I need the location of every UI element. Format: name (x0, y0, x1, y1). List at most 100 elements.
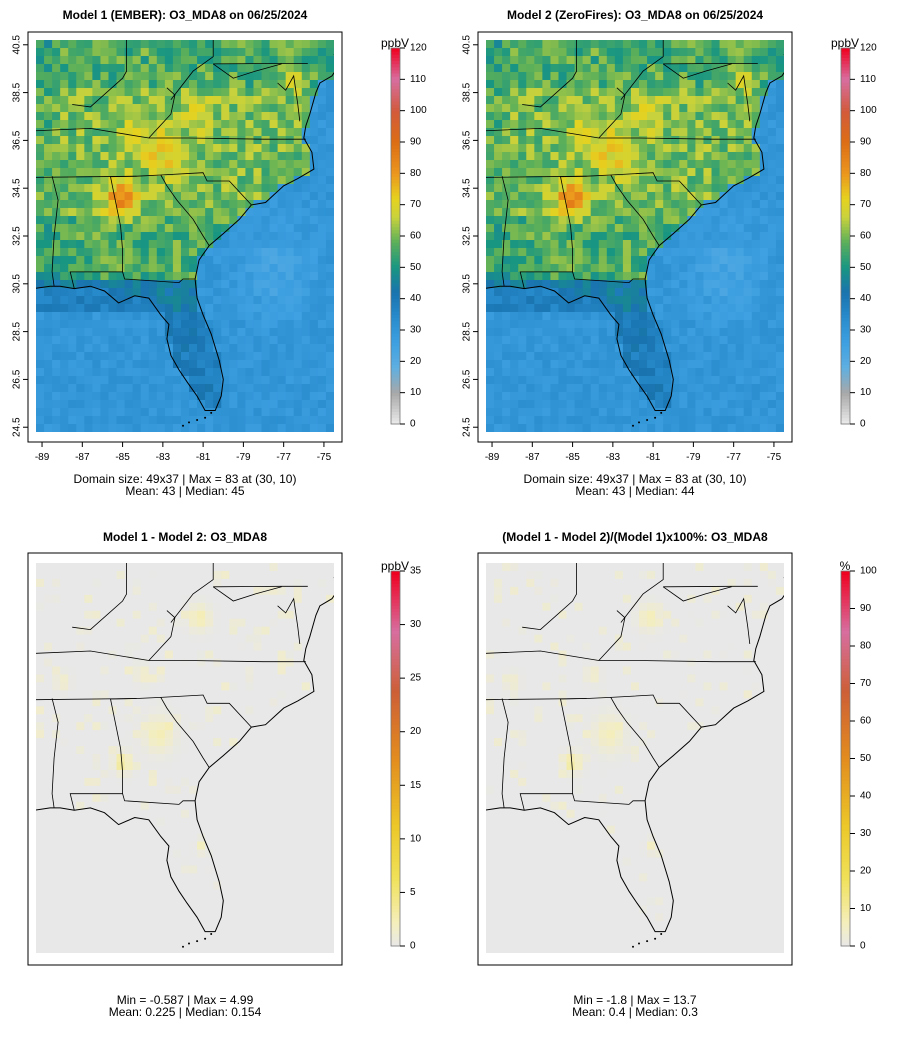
heatmap-cell (237, 192, 246, 201)
heatmap-cell (172, 352, 182, 361)
heatmap-cell (679, 152, 688, 161)
heatmap-cell (301, 280, 311, 289)
heatmap-cell (293, 216, 303, 225)
heatmap-cell (189, 642, 198, 652)
heatmap-cell (253, 328, 263, 337)
heatmap-cell (719, 216, 729, 225)
heatmap-cell (486, 352, 495, 361)
heatmap-cell (630, 312, 640, 321)
heatmap-cell (205, 594, 214, 604)
heatmap-cell (245, 360, 255, 369)
heatmap-cell (679, 280, 688, 289)
heatmap-cell (711, 240, 721, 249)
heatmap-cell (743, 256, 753, 265)
heatmap-cell (735, 408, 745, 417)
heatmap-cell (172, 722, 182, 731)
heatmap-cell (172, 384, 182, 393)
heatmap-cell (229, 184, 238, 193)
heatmap-cell (293, 232, 303, 241)
heatmap-cell (269, 698, 279, 707)
heatmap-cell (92, 48, 102, 57)
heatmap-cell (140, 352, 150, 361)
heatmap-cell (60, 626, 69, 636)
colorbar-swatch (841, 232, 850, 237)
heatmap-cell (237, 216, 246, 225)
heatmap-cell (44, 570, 53, 580)
heatmap-cell (253, 730, 263, 739)
heatmap-cell (68, 416, 77, 425)
heatmap-cell (719, 256, 729, 265)
heatmap-cell (598, 400, 608, 409)
heatmap-cell (727, 352, 737, 361)
heatmap-cell (172, 706, 182, 715)
heatmap-cell (526, 208, 535, 217)
heatmap-cell (213, 392, 222, 401)
heatmap-cell (36, 408, 45, 417)
heatmap-cell (261, 376, 271, 385)
colorbar-swatch (391, 151, 400, 156)
heatmap-cell (68, 208, 77, 217)
heatmap-cell (221, 400, 230, 409)
heatmap-cell (253, 280, 263, 289)
heatmap-cell (261, 96, 271, 105)
heatmap-cell (44, 563, 53, 572)
colorbar-swatch (841, 54, 850, 58)
x-tick-label: -77 (276, 452, 291, 463)
heatmap-cells (36, 563, 334, 953)
heatmap-cell (502, 40, 511, 49)
heatmap-cell (759, 128, 769, 137)
heatmap-cell (277, 698, 287, 707)
heatmap-cell (197, 176, 206, 185)
heatmap-cell (622, 288, 632, 297)
heatmap-cell (116, 248, 126, 257)
heatmap-cell (285, 698, 295, 707)
colorbar-swatch (841, 373, 850, 378)
heatmap-cell (76, 642, 85, 652)
heatmap-cell (293, 136, 303, 145)
heatmap-cell (148, 738, 158, 747)
heatmap-cell (639, 200, 648, 209)
colorbar-tick-label: 110 (410, 74, 426, 85)
heatmap-cell (767, 352, 777, 361)
heatmap-cell (253, 320, 263, 329)
heatmap-cell (277, 192, 287, 201)
y-tick-label: 34.5 (12, 178, 23, 198)
heatmap-cell (759, 216, 769, 225)
heatmap-cell (687, 232, 696, 241)
heatmap-cell (140, 360, 150, 369)
heatmap-cell (727, 408, 737, 417)
heatmap-cell (614, 216, 624, 225)
heatmap-cell (140, 136, 150, 145)
heatmap-cell (156, 216, 166, 225)
heatmap-cell (229, 706, 238, 715)
heatmap-cell (309, 730, 319, 739)
heatmap-cell (719, 80, 729, 89)
heatmap-cell (293, 392, 303, 401)
heatmap-cell (68, 578, 77, 588)
heatmap-cell (164, 240, 174, 249)
heatmap-cell (663, 48, 672, 57)
colorbar-swatch (391, 220, 400, 224)
heatmap-cell (630, 360, 640, 369)
heatmap-cell (60, 424, 69, 432)
heatmap-cell (36, 658, 45, 668)
heatmap-cell (687, 184, 696, 193)
heatmap-cell (277, 368, 287, 377)
heatmap-cell (205, 706, 214, 715)
heatmap-cell (132, 384, 142, 393)
heatmap-cell (68, 626, 77, 636)
heatmap-cell (261, 264, 271, 273)
heatmap-cell (614, 104, 624, 113)
heatmap-cell (285, 730, 295, 739)
heatmap-cell (116, 424, 126, 432)
heatmap-cell (100, 650, 110, 660)
heatmap-cell (526, 152, 535, 161)
heatmap-cell (92, 144, 102, 153)
heatmap-cell (44, 40, 53, 49)
heatmap-cell (542, 192, 552, 201)
heatmap-cell (606, 424, 616, 432)
heatmap-cell (655, 320, 664, 329)
heatmap-cell (695, 40, 705, 49)
heatmap-cell (269, 184, 279, 193)
heatmap-cell (598, 120, 608, 129)
